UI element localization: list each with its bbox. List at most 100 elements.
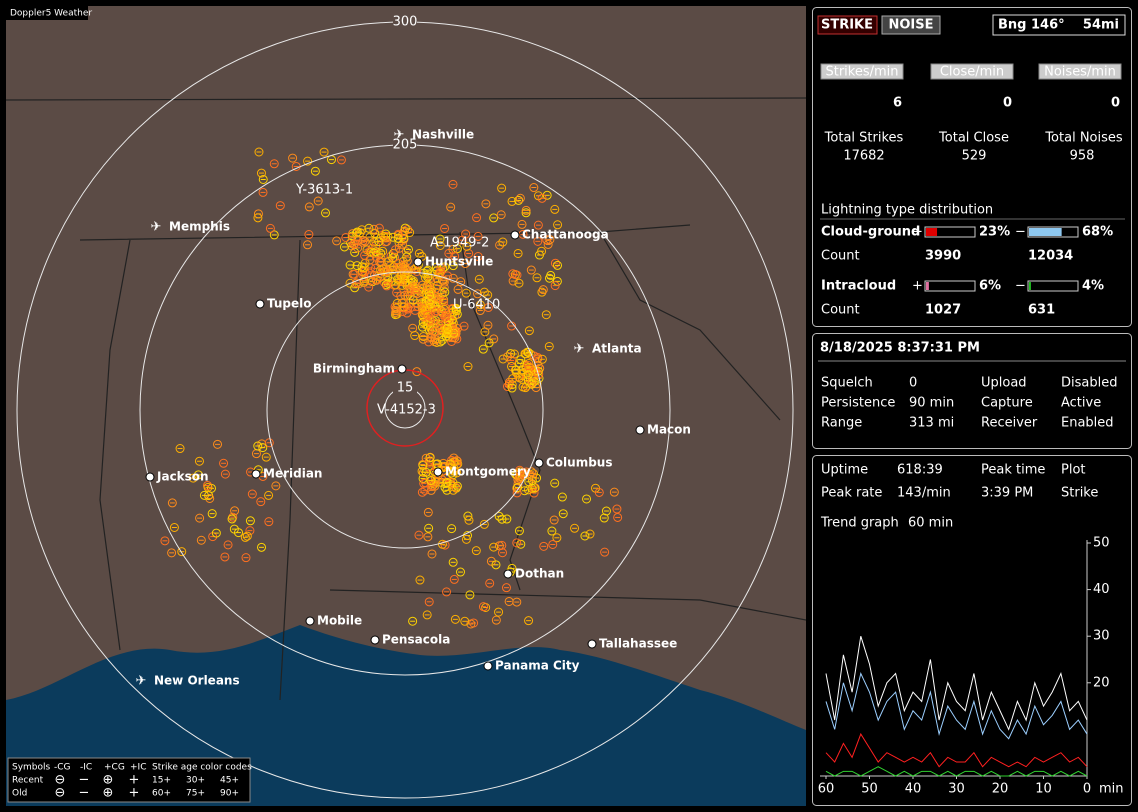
strike-symbol <box>594 487 604 497</box>
strike-symbol <box>264 438 274 448</box>
strike-symbol <box>498 354 508 364</box>
strike-symbol <box>533 220 543 230</box>
strike-symbol <box>521 208 531 218</box>
strike-symbol <box>240 532 250 542</box>
legend-header: -IC <box>80 763 92 773</box>
count-label: Count <box>821 249 860 264</box>
strike-symbol <box>319 147 329 157</box>
strike-symbol <box>443 326 453 336</box>
rate-button <box>820 63 904 80</box>
strike-symbol <box>366 247 376 257</box>
strike-symbol <box>543 239 553 249</box>
airport-icon: ✈ <box>136 674 147 689</box>
strike-symbol <box>247 489 257 499</box>
strike-symbol <box>512 488 522 498</box>
strike-symbol <box>446 468 456 478</box>
strike-symbol <box>452 481 462 491</box>
strike-symbol <box>442 478 452 488</box>
strike-symbol <box>478 602 488 612</box>
trend-line <box>825 671 1088 740</box>
city-dot <box>587 639 597 649</box>
strike-symbol <box>230 506 240 516</box>
legend-header: +CG <box>104 763 125 773</box>
strike-symbol <box>430 307 440 317</box>
strike-symbol <box>570 523 580 533</box>
strike-symbol <box>449 574 459 584</box>
strike-symbol <box>613 512 623 522</box>
strike-symbol <box>229 524 239 534</box>
stats-panel <box>812 7 1132 327</box>
setting: Disabled <box>1061 376 1117 391</box>
trend-line <box>825 732 1088 768</box>
strike-symbol <box>203 482 213 492</box>
legend-age: 75+ <box>186 789 205 799</box>
strike-symbol <box>464 249 474 259</box>
strike-symbol <box>445 459 455 469</box>
strike-symbol <box>199 490 209 500</box>
strike-button <box>817 15 878 35</box>
city-label: Chattanooga <box>522 228 609 242</box>
strike-symbol <box>438 458 448 468</box>
strike-symbol <box>261 452 271 462</box>
strike-symbol <box>418 460 428 470</box>
strike-symbol <box>483 320 493 330</box>
city-dot <box>397 364 407 374</box>
rate-value: 0 <box>1003 96 1012 111</box>
x-unit: min <box>1099 782 1124 797</box>
bar-track <box>1027 280 1079 292</box>
strike-symbol <box>502 514 512 524</box>
strike-symbol <box>527 476 537 486</box>
strike-symbol <box>256 497 266 507</box>
strike-symbol <box>394 243 404 253</box>
city-dot <box>510 230 520 240</box>
strike-symbol <box>417 466 427 476</box>
strike-symbol <box>404 244 414 254</box>
strike-symbol <box>332 236 342 246</box>
strike-symbol <box>421 453 431 463</box>
strike-symbol <box>463 362 473 372</box>
strike-symbol <box>352 227 362 237</box>
sign: + <box>912 225 923 240</box>
storm-label: U-6410 <box>453 298 500 313</box>
strike-symbol <box>609 487 619 497</box>
strike-symbol <box>479 519 489 529</box>
strike-symbol <box>452 244 462 254</box>
strike-symbol <box>452 323 462 333</box>
strike-symbol <box>245 516 255 526</box>
strike-symbol <box>448 179 458 189</box>
strike-symbol <box>489 213 499 223</box>
strike-symbol <box>460 259 470 269</box>
city-dot <box>413 257 423 267</box>
strike-symbol <box>506 361 516 371</box>
strike-symbol <box>479 287 489 297</box>
strike-symbol <box>408 616 418 626</box>
strike-symbol <box>352 261 362 271</box>
strike-symbol <box>550 204 560 214</box>
strike-symbol <box>405 284 415 294</box>
city-label: Huntsville <box>425 255 493 269</box>
strike-symbol <box>220 552 230 562</box>
strike-symbol <box>515 193 525 203</box>
legend-symbol: + <box>129 773 140 788</box>
strike-symbol <box>471 546 481 556</box>
city-label: Panama City <box>495 659 580 673</box>
strike-symbol <box>414 530 424 540</box>
strike-symbol <box>481 199 491 209</box>
strike-symbol <box>516 355 526 365</box>
noise-button <box>881 15 941 35</box>
storm-label: Y-3613-1 <box>295 183 353 198</box>
setting: 90 min <box>909 396 954 411</box>
strike-symbol <box>494 607 504 617</box>
strike-symbol <box>404 286 414 296</box>
total-label: Total Strikes <box>824 131 904 146</box>
count: 12034 <box>1028 249 1073 264</box>
strike-symbol <box>514 278 524 288</box>
strike-symbol <box>448 261 458 271</box>
strike-symbol <box>371 252 381 262</box>
strike-symbol <box>447 304 457 314</box>
strike-symbol <box>461 288 471 298</box>
strike-symbol <box>451 482 461 492</box>
strike-symbol <box>511 365 521 375</box>
strike-symbol <box>539 541 549 551</box>
